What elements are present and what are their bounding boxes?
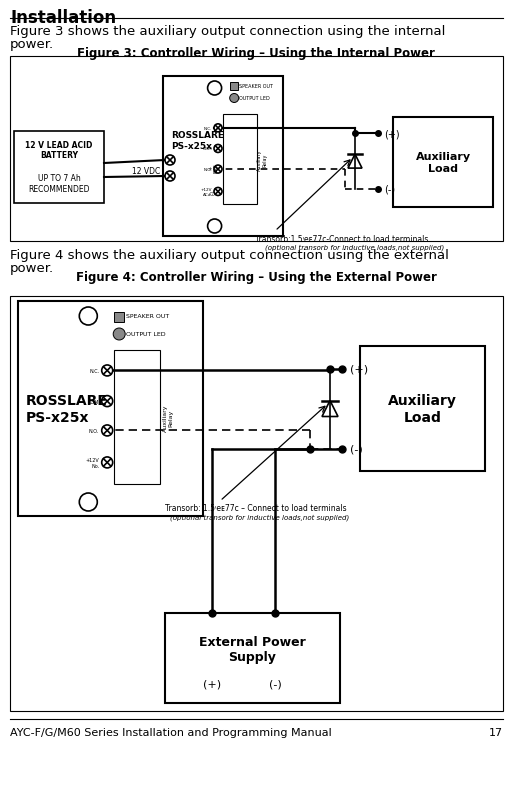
Text: (+): (+) <box>350 364 368 374</box>
Circle shape <box>230 94 239 103</box>
Circle shape <box>165 172 175 182</box>
Text: SPEAKER OUT: SPEAKER OUT <box>239 84 273 88</box>
Bar <box>163 77 283 237</box>
Text: (optional transorb for inductive loads,not supplied): (optional transorb for inductive loads,n… <box>170 513 349 520</box>
Text: External Power
Supply: External Power Supply <box>199 635 306 663</box>
Text: Transorb: 1.5ᵎeᴇ77c – Connect to load terminals: Transorb: 1.5ᵎeᴇ77c – Connect to load te… <box>165 504 347 513</box>
Text: (-): (-) <box>350 444 363 454</box>
Bar <box>165 613 340 703</box>
Text: Transorb:1.5ᵎeᴇ77c-Connect to load terminals: Transorb:1.5ᵎeᴇ77c-Connect to load termi… <box>255 234 428 243</box>
Circle shape <box>165 156 175 165</box>
Text: Auxiliary
Relay: Auxiliary Relay <box>257 149 268 171</box>
Bar <box>114 351 161 484</box>
Bar <box>18 302 203 517</box>
Text: COM: COM <box>202 148 212 152</box>
Text: power.: power. <box>10 38 54 51</box>
Text: OUTPUT LED: OUTPUT LED <box>126 332 166 337</box>
Bar <box>10 297 503 711</box>
Text: OUTPUT LED: OUTPUT LED <box>239 97 270 101</box>
Circle shape <box>102 396 113 407</box>
Text: Auxiliary
Relay: Auxiliary Relay <box>163 404 174 431</box>
Text: SPEAKER OUT: SPEAKER OUT <box>126 314 169 319</box>
Bar <box>10 57 503 242</box>
Bar <box>360 346 485 471</box>
Text: (-): (-) <box>211 189 216 195</box>
Circle shape <box>214 145 222 153</box>
Text: Figure 3: Controller Wiring – Using the Internal Power: Figure 3: Controller Wiring – Using the … <box>77 47 435 60</box>
Bar <box>223 115 256 204</box>
Text: 12 VDC: 12 VDC <box>132 166 160 175</box>
Text: Installation: Installation <box>10 9 116 27</box>
Bar <box>14 132 104 204</box>
Text: ROSSLARE
PS-x25x: ROSSLARE PS-x25x <box>171 131 224 151</box>
Text: ROSSLARE
PS-x25x: ROSSLARE PS-x25x <box>26 394 108 424</box>
Text: Figure 4 shows the auxiliary output connection using the external: Figure 4 shows the auxiliary output conn… <box>10 249 449 262</box>
Bar <box>114 312 124 323</box>
Text: N.C.: N.C. <box>204 127 212 131</box>
Bar <box>230 83 238 91</box>
Text: N.O.: N.O. <box>203 168 212 172</box>
Text: Auxiliary
Load: Auxiliary Load <box>388 394 457 424</box>
Text: 17: 17 <box>489 727 503 737</box>
Text: +12V
AC#: +12V AC# <box>201 188 212 196</box>
Text: N.C.: N.C. <box>89 368 99 374</box>
Text: Auxiliary
Load: Auxiliary Load <box>416 152 470 174</box>
Text: COM: COM <box>88 399 99 404</box>
Text: AYC-F/G/M60 Series Installation and Programming Manual: AYC-F/G/M60 Series Installation and Prog… <box>10 727 332 737</box>
Circle shape <box>113 328 125 341</box>
Circle shape <box>102 366 113 376</box>
Text: +
BAT: + BAT <box>208 163 219 173</box>
Text: Figure 3 shows the auxiliary output connection using the internal: Figure 3 shows the auxiliary output conn… <box>10 25 445 38</box>
Circle shape <box>102 457 113 468</box>
Text: +12V
No.: +12V No. <box>86 457 99 468</box>
Bar <box>393 118 493 208</box>
Text: UP TO 7 Ah
RECOMMENDED: UP TO 7 Ah RECOMMENDED <box>28 174 90 193</box>
Text: Figure 4: Controller Wiring – Using the External Power: Figure 4: Controller Wiring – Using the … <box>75 271 437 284</box>
Text: power.: power. <box>10 262 54 275</box>
Text: (optional transorb for inductive loads,not supplied): (optional transorb for inductive loads,n… <box>265 243 444 251</box>
Circle shape <box>214 166 222 174</box>
Text: (-): (-) <box>384 185 395 195</box>
Text: 12 V LEAD ACID
BATTERY: 12 V LEAD ACID BATTERY <box>25 141 93 161</box>
Circle shape <box>214 125 222 133</box>
Text: N.O.: N.O. <box>89 428 99 433</box>
Circle shape <box>102 426 113 436</box>
Text: (-): (-) <box>269 678 282 689</box>
Text: (+): (+) <box>203 678 221 689</box>
Circle shape <box>214 188 222 196</box>
Text: (+): (+) <box>384 129 400 139</box>
